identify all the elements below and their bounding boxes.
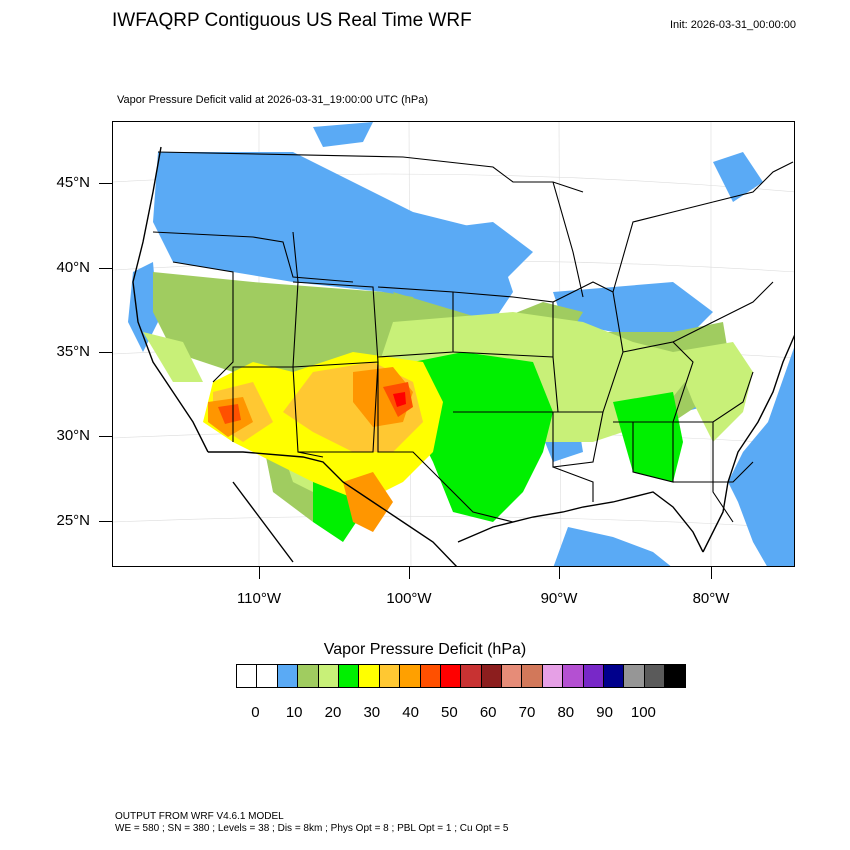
colorbar-label: 80 [557, 704, 575, 721]
lat-tick [99, 183, 112, 184]
lat-label-40: 40°N [56, 259, 90, 276]
footer-config-line: WE = 580 ; SN = 380 ; Levels = 38 ; Dis … [115, 823, 509, 834]
footer-model-line: OUTPUT FROM WRF V4.6.1 MODEL [115, 811, 284, 822]
colorbar-swatch [256, 664, 278, 688]
colorbar-swatch [521, 664, 543, 688]
colorbar-label: 90 [596, 704, 613, 721]
colorbar [236, 664, 686, 688]
colorbar-swatch [480, 664, 503, 688]
hot-dry-region [203, 352, 443, 532]
colorbar-label: 100 [630, 704, 656, 721]
colorbar-swatch [358, 664, 380, 688]
lat-label-25: 25°N [56, 512, 90, 529]
colorbar-swatch [317, 664, 339, 688]
lon-label-110: 110°W [236, 590, 282, 607]
colorbar-label: 40 [402, 704, 419, 721]
lat-label-45: 45°N [56, 174, 90, 191]
lat-label-30: 30°N [56, 427, 90, 444]
coastlines [132, 146, 794, 566]
colorbar-label: 10 [285, 704, 303, 721]
map-subtitle: Vapor Pressure Deficit valid at 2026-03-… [117, 94, 429, 106]
vpd-map [113, 122, 794, 566]
colorbar-swatch [419, 664, 441, 688]
lat-tick [99, 436, 112, 437]
colorbar-label: 70 [518, 704, 536, 721]
colorbar-swatch [664, 664, 686, 688]
lon-tick [409, 567, 410, 579]
colorbar-label: 20 [324, 704, 342, 721]
colorbar-label: 60 [479, 704, 497, 721]
lat-tick [99, 521, 112, 522]
colorbar-swatch [582, 664, 605, 688]
state-boundaries [152, 151, 794, 523]
lat-label-35: 35°N [56, 343, 90, 360]
colorbar-swatch [236, 664, 258, 688]
lon-tick [711, 567, 712, 579]
colorbar-swatch [378, 664, 401, 688]
colorbar-swatch [439, 664, 462, 688]
lon-tick [559, 567, 560, 579]
ocean-humid-areas [128, 122, 794, 566]
colorbar-label: 0 [251, 704, 260, 721]
lat-tick [99, 352, 112, 353]
lon-label-100: 100°W [386, 590, 432, 607]
map-panel [112, 121, 795, 567]
colorbar-swatch [276, 664, 299, 688]
colorbar-title: Vapor Pressure Deficit (hPa) [323, 641, 527, 658]
lon-tick [259, 567, 260, 579]
colorbar-swatch [337, 664, 360, 688]
colorbar-swatch [623, 664, 645, 688]
colorbar-swatch [541, 664, 564, 688]
colorbar-swatch [643, 664, 666, 688]
colorbar-swatch [399, 664, 421, 688]
colorbar-label: 30 [363, 704, 381, 721]
main-title: IWFAQRP Contiguous US Real Time WRF [112, 10, 472, 31]
colorbar-swatch [297, 664, 319, 688]
lon-label-90: 90°W [540, 590, 578, 607]
colorbar-swatch [562, 664, 584, 688]
colorbar-swatch [603, 664, 625, 688]
lat-tick [99, 268, 112, 269]
colorbar-swatch [501, 664, 523, 688]
colorbar-label: 50 [441, 704, 458, 721]
lon-label-80: 80°W [692, 590, 730, 607]
colorbar-swatch [460, 664, 482, 688]
init-time-label: Init: 2026-03-31_00:00:00 [670, 19, 796, 31]
